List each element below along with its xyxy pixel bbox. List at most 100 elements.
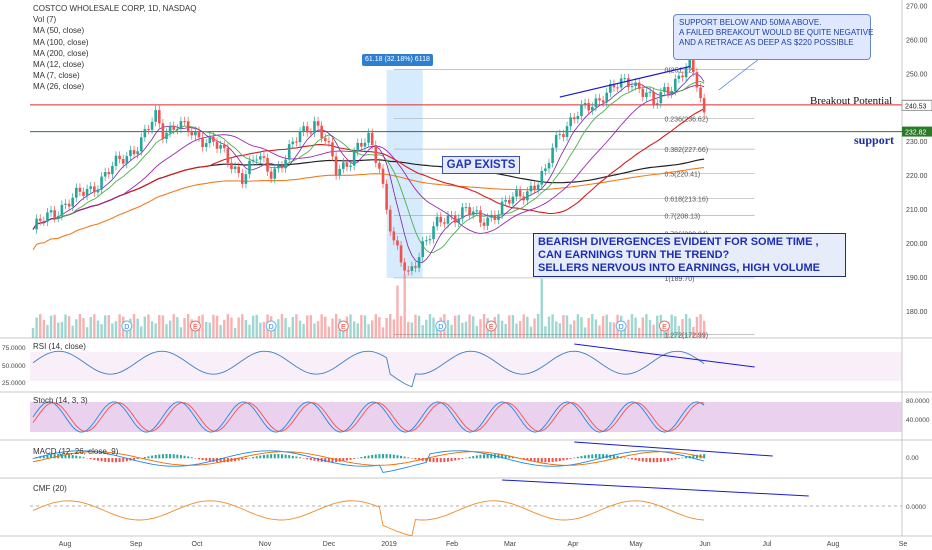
candle-body bbox=[298, 131, 302, 143]
candle-body bbox=[388, 209, 392, 232]
macd-histogram-bar bbox=[410, 458, 413, 459]
macd-histogram-bar bbox=[280, 454, 283, 459]
candle-body bbox=[468, 207, 471, 215]
rsi-line bbox=[32, 350, 705, 388]
candle-body bbox=[598, 98, 601, 101]
candle-body bbox=[266, 157, 269, 172]
volume-bar bbox=[39, 314, 42, 338]
candle-body bbox=[168, 126, 172, 133]
volume-bar bbox=[385, 318, 388, 338]
macd-histogram-bar bbox=[136, 458, 139, 460]
price-trendline bbox=[559, 65, 690, 98]
candle-body bbox=[421, 241, 424, 258]
note-line-3: AND A RETRACE AS DEEP AS $220 POSSIBLE bbox=[679, 38, 854, 47]
volume-bar bbox=[457, 314, 460, 338]
volume-bar bbox=[356, 323, 359, 338]
macd-histogram-bar bbox=[219, 458, 222, 463]
volume-bar bbox=[107, 315, 110, 338]
candle-body bbox=[392, 231, 396, 241]
candle-body bbox=[154, 110, 157, 122]
stoch-k-line bbox=[32, 401, 705, 433]
earnings-marker bbox=[337, 320, 349, 332]
candle-body bbox=[38, 218, 42, 221]
macd-histogram-bar bbox=[111, 458, 114, 463]
volume-bar bbox=[565, 315, 569, 338]
candle-body bbox=[536, 184, 540, 190]
volume-bar bbox=[684, 314, 688, 338]
volume-bar bbox=[82, 318, 85, 338]
candle-body bbox=[558, 134, 562, 136]
candle-body bbox=[291, 141, 295, 145]
fib-level-label: 1(189.70) bbox=[664, 276, 694, 283]
volume-bar bbox=[114, 321, 118, 338]
macd-histogram-bar bbox=[42, 455, 45, 459]
volume-bar bbox=[161, 315, 165, 338]
candle-body bbox=[67, 203, 71, 207]
candle-body bbox=[695, 72, 699, 88]
candle-body bbox=[461, 207, 464, 219]
candle-body bbox=[699, 87, 702, 99]
candle-body bbox=[316, 121, 320, 126]
macd-histogram-bar bbox=[602, 454, 605, 459]
macd-histogram-bar bbox=[652, 458, 655, 463]
macd-histogram-bar bbox=[331, 458, 334, 463]
macd-histogram-bar bbox=[345, 458, 348, 461]
candle-body bbox=[302, 126, 305, 132]
macd-histogram-bar bbox=[68, 454, 71, 459]
macd-histogram-bar bbox=[472, 456, 475, 459]
cmf-title: CMF (20) bbox=[33, 484, 67, 493]
candle-body bbox=[425, 240, 428, 242]
bearish-divergence-note: BEARISH DIVERGENCES EVIDENT FOR SOME TIM… bbox=[533, 233, 846, 277]
candle-body bbox=[280, 165, 284, 169]
macd-histogram-bar bbox=[645, 458, 648, 462]
candle-body bbox=[132, 150, 136, 155]
x-tick-label: May bbox=[629, 541, 643, 548]
macd-histogram-bar bbox=[147, 456, 150, 459]
cmf-tick-label: 0.0000 bbox=[906, 504, 926, 511]
chart-legend: COSTCO WHOLESALE CORP, 1D, NASDAQ Vol (7… bbox=[33, 3, 196, 93]
candle-body bbox=[179, 121, 183, 129]
macd-histogram-bar bbox=[389, 454, 392, 459]
macd-histogram-bar bbox=[450, 458, 453, 462]
macd-histogram-bar bbox=[703, 454, 706, 459]
macd-histogram-bar bbox=[114, 458, 117, 463]
macd-histogram-bar bbox=[649, 458, 652, 463]
candle-body bbox=[482, 222, 486, 226]
macd-histogram-bar bbox=[465, 457, 467, 459]
macd-histogram-bar bbox=[457, 458, 460, 460]
volume-bar bbox=[421, 325, 424, 338]
volume-bar bbox=[244, 319, 248, 338]
candle-body bbox=[673, 78, 677, 91]
volume-bar bbox=[291, 316, 294, 338]
candle-body bbox=[702, 98, 706, 113]
macd-histogram-bar bbox=[616, 455, 619, 459]
volume-bar bbox=[573, 320, 576, 338]
candle-body bbox=[194, 130, 197, 136]
volume-bar bbox=[158, 315, 161, 338]
macd-histogram-bar bbox=[277, 454, 280, 459]
macd-histogram-bar bbox=[446, 458, 449, 462]
volume-bar bbox=[688, 318, 691, 338]
macd-histogram-bar bbox=[317, 458, 320, 462]
candle-body bbox=[230, 162, 233, 169]
macd-histogram-bar bbox=[60, 454, 63, 459]
stoch-tick-label: 40.0000 bbox=[906, 417, 930, 424]
candle-body bbox=[125, 156, 129, 164]
macd-histogram-bar bbox=[39, 456, 42, 459]
study-ma100: MA (100, close) bbox=[33, 37, 89, 47]
volume-bar bbox=[378, 317, 381, 338]
cmf-line bbox=[32, 500, 705, 537]
volume-bar bbox=[31, 328, 35, 338]
rsi-divergence-line bbox=[574, 343, 755, 368]
candle-body bbox=[518, 190, 522, 197]
macd-histogram-bar bbox=[547, 458, 550, 463]
macd-histogram-bar bbox=[295, 456, 298, 459]
candle-body bbox=[572, 117, 576, 120]
volume-bar bbox=[468, 314, 471, 338]
volume-bar bbox=[472, 316, 475, 338]
dividend-marker bbox=[121, 320, 133, 332]
candle-body bbox=[522, 196, 526, 201]
candle-body bbox=[432, 226, 435, 240]
macd-divergence-line bbox=[574, 441, 773, 457]
